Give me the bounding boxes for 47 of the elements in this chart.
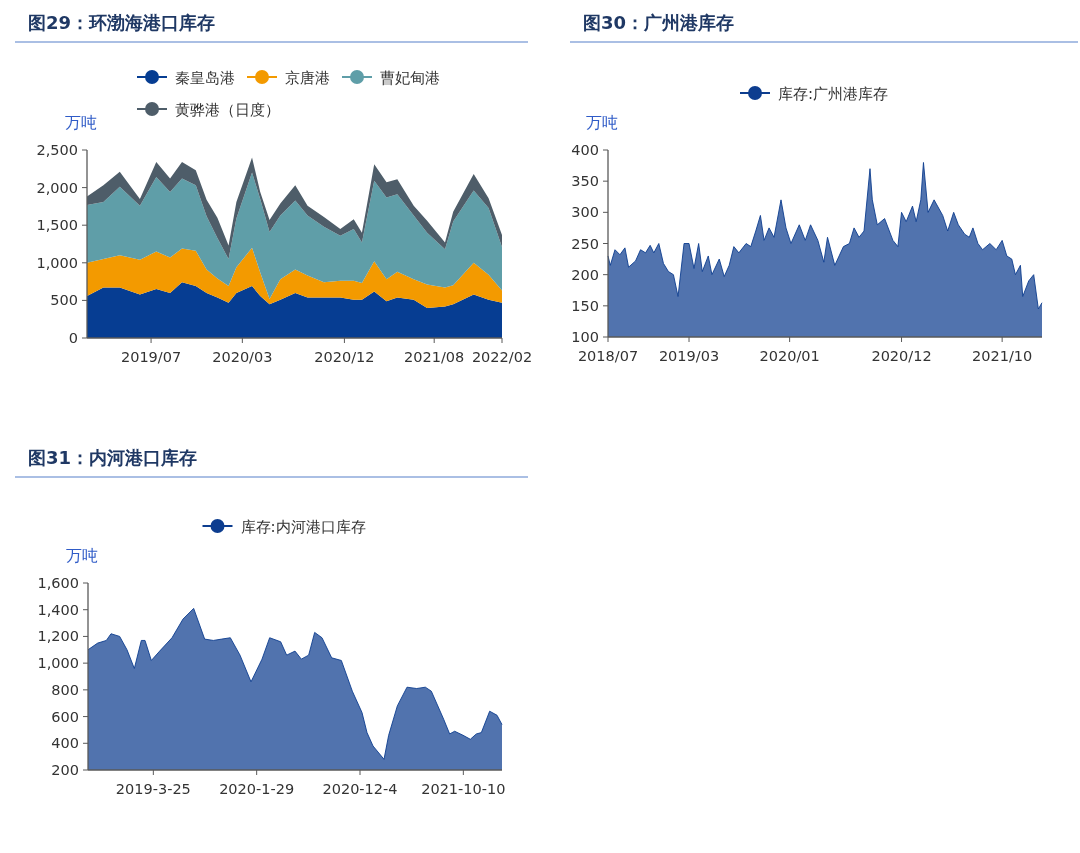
y-tick-label: 0 <box>68 330 78 346</box>
y-tick-label: 600 <box>51 708 79 725</box>
x-tick-label: 2020/01 <box>759 348 820 364</box>
chart-title: 图31：内河港口库存 <box>28 447 198 468</box>
legend-label: 黄骅港（日度） <box>175 101 280 119</box>
y-tick-label: 150 <box>571 297 599 314</box>
y-tick-label: 100 <box>571 329 599 345</box>
legend-label: 秦皇岛港 <box>175 69 235 87</box>
legend-label: 曹妃甸港 <box>380 69 440 87</box>
legend-label: 京唐港 <box>285 69 330 87</box>
y-tick-label: 250 <box>571 235 599 252</box>
x-tick-label: 2021/08 <box>404 349 465 365</box>
y-tick-label: 2,500 <box>36 142 78 158</box>
y-tick-label: 1,000 <box>37 655 79 672</box>
y-tick-label: 1,600 <box>37 575 79 591</box>
y-axis-title: 万吨 <box>66 546 98 565</box>
y-tick-label: 800 <box>51 681 79 698</box>
x-tick-label: 2022/02 <box>471 349 533 365</box>
x-tick-label: 2019-3-25 <box>115 781 191 797</box>
y-tick-label: 1,000 <box>36 254 78 271</box>
chart-title: 图30：广州港库存 <box>583 12 735 33</box>
legend-label: 库存:广州港库存 <box>778 85 889 103</box>
x-tick-label: 2020-12-4 <box>322 781 398 797</box>
y-tick-label: 400 <box>571 142 599 158</box>
x-tick-label: 2020/12 <box>314 349 375 365</box>
x-tick-label: 2018/07 <box>577 348 639 364</box>
x-tick-label: 2021-10-10 <box>421 781 506 797</box>
legend-label: 库存:内河港口库存 <box>240 518 366 536</box>
y-tick-label: 2,000 <box>36 179 78 196</box>
y-tick-label: 1,400 <box>37 601 79 618</box>
y-axis-title: 万吨 <box>65 113 97 132</box>
x-tick-label: 2021/10 <box>972 348 1033 364</box>
x-tick-label: 2020/03 <box>212 349 273 365</box>
x-tick-label: 2020-1-29 <box>219 781 295 797</box>
x-tick-label: 2019/03 <box>658 348 720 364</box>
y-tick-label: 350 <box>571 173 599 190</box>
y-tick-label: 1,200 <box>37 628 79 645</box>
y-tick-label: 400 <box>51 735 79 752</box>
y-tick-label: 300 <box>571 204 599 221</box>
x-tick-label: 2020/12 <box>871 348 932 364</box>
x-tick-label: 2019/07 <box>120 349 182 365</box>
y-tick-label: 200 <box>51 762 79 778</box>
y-tick-label: 500 <box>50 292 78 309</box>
y-axis-title: 万吨 <box>586 113 618 132</box>
y-tick-label: 1,500 <box>36 217 78 234</box>
y-tick-label: 200 <box>571 266 599 283</box>
chart-title: 图29：环渤海港口库存 <box>28 12 216 33</box>
